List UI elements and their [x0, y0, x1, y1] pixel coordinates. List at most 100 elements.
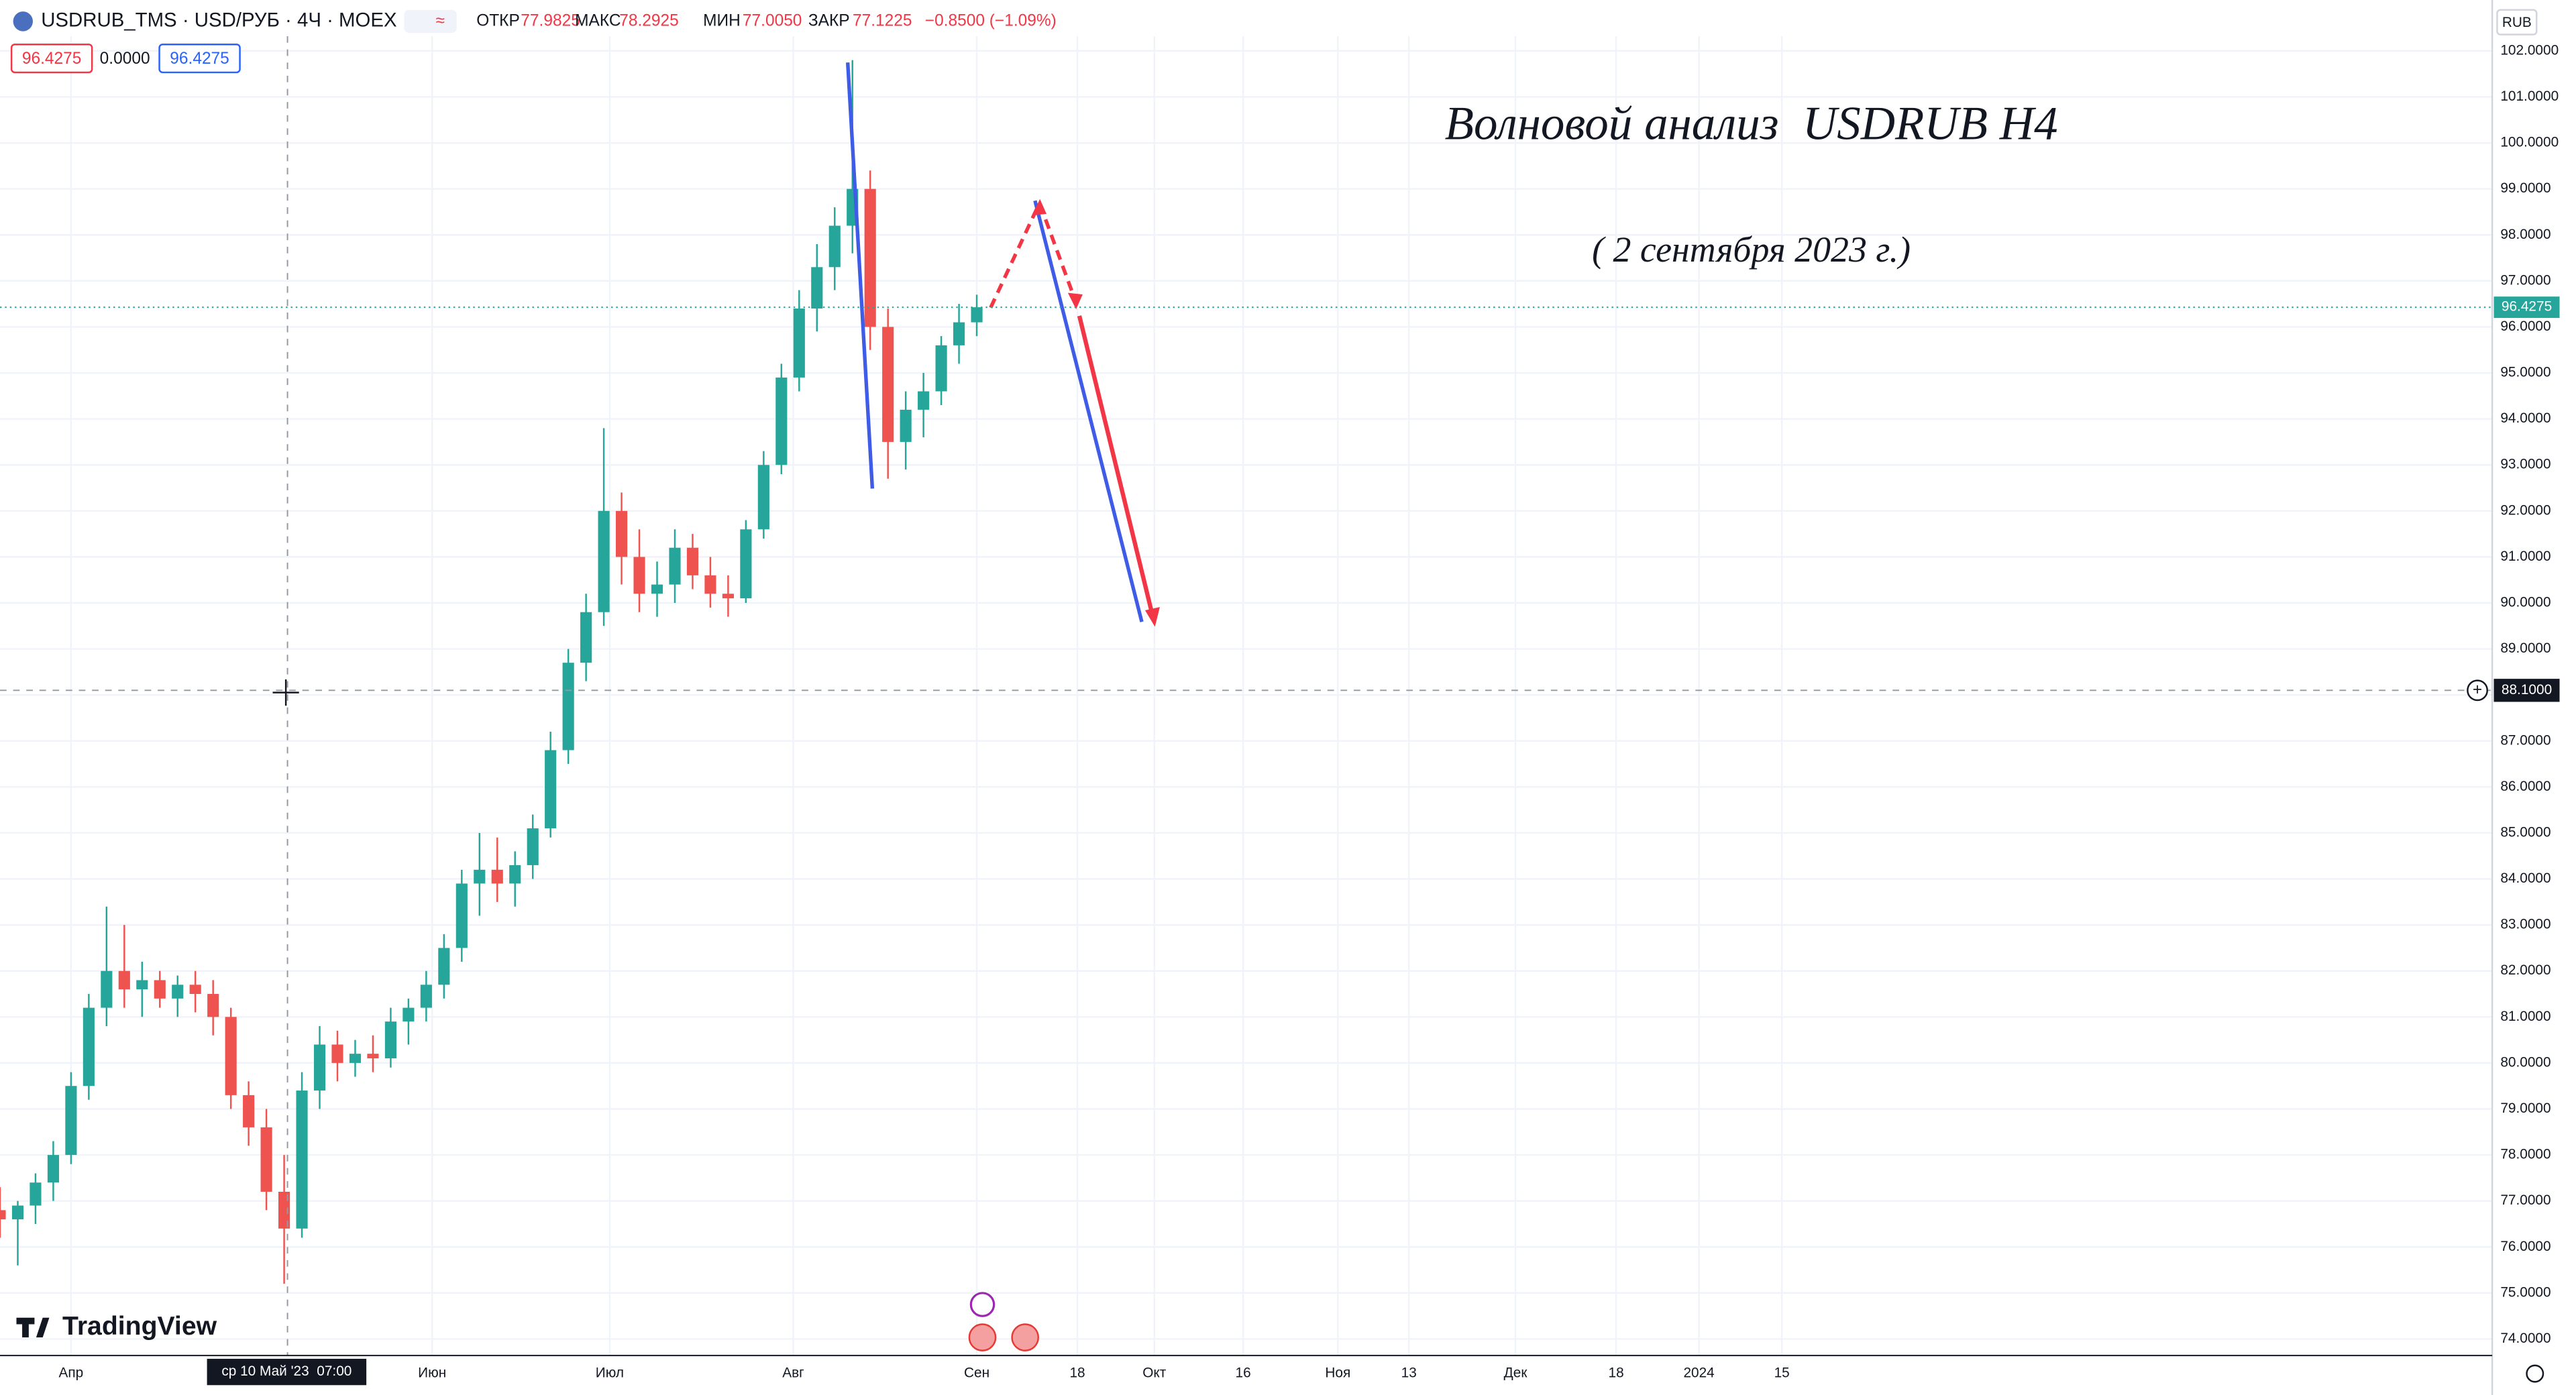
event-icon[interactable]: [1011, 1323, 1039, 1351]
y-tick-label: 89.0000: [2500, 640, 2551, 656]
x-tick-label: Окт: [1142, 1365, 1167, 1381]
y-tick-label: 96.0000: [2500, 319, 2551, 334]
candle-body: [65, 1086, 77, 1156]
candle-body: [953, 322, 965, 345]
y-tick-label: 102.0000: [2500, 42, 2559, 58]
x-tick-label: Июн: [418, 1365, 446, 1381]
candle-body: [686, 547, 699, 575]
symbol: USDRUB_TMS · USD/РУБ · 4Ч · MOEX: [41, 9, 396, 32]
settings-icon[interactable]: [2526, 1364, 2544, 1383]
candle-body: [669, 547, 681, 585]
x-tick-label: Ноя: [1325, 1365, 1350, 1381]
ohlc-label: МИН: [703, 11, 741, 30]
wave-line: [1077, 315, 1156, 620]
candle-body: [172, 985, 184, 999]
y-tick-label: 85.0000: [2500, 824, 2551, 840]
candle-body: [260, 1127, 272, 1192]
candle-body: [882, 327, 894, 442]
y-tick-label: 75.0000: [2500, 1284, 2551, 1300]
candle-body: [509, 864, 521, 884]
ohlc-value: 78.2925: [619, 11, 678, 30]
brand-logo: TradingView: [16, 1312, 217, 1341]
wave-drawings: [845, 62, 1160, 627]
candle-body: [154, 980, 166, 999]
candles: [0, 60, 983, 1284]
candle-body: [971, 307, 983, 323]
ohlc-value: 77.0050: [743, 11, 802, 30]
y-tick-label: 83.0000: [2500, 917, 2551, 932]
candle-body: [918, 391, 930, 410]
candle-body: [313, 1044, 326, 1091]
y-tick-label: 79.0000: [2500, 1101, 2551, 1116]
candle-body: [83, 1007, 95, 1086]
spread: 0.0000: [100, 50, 150, 68]
y-tick-label: 101.0000: [2500, 89, 2559, 104]
candle-body: [562, 663, 574, 750]
candle-body: [420, 985, 432, 1008]
y-tick-label: 97.0000: [2500, 272, 2551, 288]
candle-body: [11, 1205, 24, 1220]
candle-body: [740, 529, 752, 599]
ask-box: [158, 44, 241, 74]
candle-body: [598, 510, 610, 612]
currency-button[interactable]: [2496, 9, 2538, 36]
candle-body: [793, 309, 805, 378]
x-tick-label: 2024: [1683, 1365, 1714, 1381]
symbol-flag: [13, 11, 33, 32]
x-tick-label: Апр: [59, 1365, 84, 1381]
y-tick-label: 95.0000: [2500, 365, 2551, 380]
candle-body: [136, 980, 148, 990]
indicator-toggle[interactable]: [404, 9, 457, 34]
bid-box: [10, 44, 93, 74]
candle-body: [474, 869, 486, 884]
wave-line: [1033, 200, 1144, 622]
candle-body: [243, 1095, 255, 1127]
y-tick-label: 92.0000: [2500, 502, 2551, 518]
candle-body: [757, 465, 769, 530]
event-icons: [968, 1292, 1039, 1351]
candle-body: [118, 970, 130, 990]
event-icon[interactable]: [969, 1292, 996, 1317]
arrowhead: [1144, 607, 1160, 627]
wave-line: [845, 62, 875, 489]
y-tick-label: 86.0000: [2500, 779, 2551, 794]
brand: TradingView: [62, 1312, 217, 1341]
y-tick-label: 80.0000: [2500, 1054, 2551, 1070]
crosshair-time-box: [207, 1359, 367, 1386]
y-tick-label: 99.0000: [2500, 180, 2551, 196]
candle-body: [225, 1017, 237, 1095]
event-icon[interactable]: [968, 1323, 997, 1351]
bid: 96.4275: [22, 50, 81, 68]
candle-body: [455, 883, 468, 948]
candle-body: [651, 584, 663, 594]
indicator-icon: ≈: [436, 11, 445, 30]
candle-body: [828, 225, 841, 268]
x-tick-label: Авг: [782, 1365, 804, 1381]
candle-body: [775, 377, 788, 465]
annotation-title: Волновой анализ USDRUB H4: [1445, 98, 2058, 150]
candle-body: [704, 575, 716, 594]
candle-body: [384, 1021, 396, 1059]
crosshair-plus-icon: +: [2473, 681, 2482, 699]
ohlc-label: МАКС: [575, 11, 621, 30]
x-tick-label: Июл: [596, 1365, 624, 1381]
currency: RUB: [2502, 15, 2532, 30]
y-tick-label: 81.0000: [2500, 1009, 2551, 1024]
x-tick-label: 16: [1236, 1365, 1251, 1381]
y-tick-label: 77.0000: [2500, 1192, 2551, 1208]
candle-body: [367, 1054, 379, 1059]
y-tick-label: 78.0000: [2500, 1147, 2551, 1162]
change: −0.8500 (−1.09%): [925, 11, 1057, 30]
candle-body: [207, 994, 219, 1017]
wave-line: [989, 205, 1040, 309]
candle-body: [633, 557, 645, 594]
candle-body: [545, 750, 557, 829]
candle-body: [580, 612, 592, 663]
candle-body: [811, 267, 823, 309]
y-tick-label: 100.0000: [2500, 135, 2559, 150]
ohlc-value: 77.9825: [521, 11, 580, 30]
last-price-box: [2493, 296, 2560, 319]
y-tick-label: 90.0000: [2500, 594, 2551, 610]
ask: 96.4275: [170, 50, 229, 68]
